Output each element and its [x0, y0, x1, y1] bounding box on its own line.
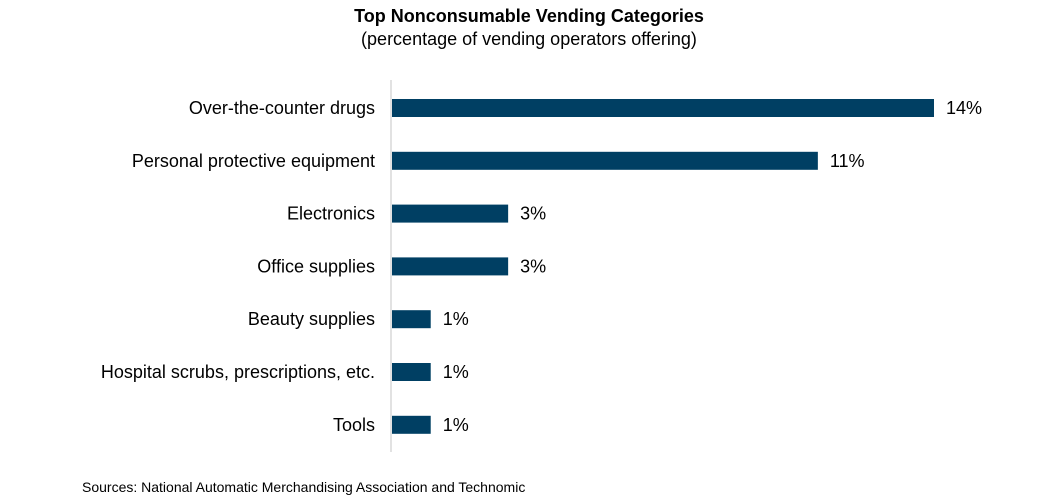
category-label: Personal protective equipment: [132, 151, 375, 171]
data-label: 1%: [443, 415, 469, 435]
bar: [392, 310, 431, 329]
data-label: 11%: [830, 151, 865, 171]
category-label: Hospital scrubs, prescriptions, etc.: [101, 362, 375, 382]
data-label: 14%: [946, 98, 982, 118]
data-label: 1%: [443, 362, 469, 382]
source-note: Sources: National Automatic Merchandisin…: [82, 479, 526, 495]
bar: [392, 257, 509, 276]
category-label: Office supplies: [257, 256, 375, 276]
data-label: 3%: [520, 204, 546, 224]
category-label: Beauty supplies: [248, 309, 375, 329]
bar: [392, 204, 509, 223]
bar: [392, 151, 818, 170]
bar: [392, 415, 431, 434]
bar: [392, 99, 934, 117]
data-label: 3%: [520, 256, 546, 276]
data-label: 1%: [443, 309, 469, 329]
category-label: Over-the-counter drugs: [189, 98, 375, 118]
chart-title: Top Nonconsumable Vending Categories: [354, 6, 704, 26]
bar: [392, 363, 431, 381]
chart-subtitle: (percentage of vending operators offerin…: [361, 29, 697, 49]
category-label: Tools: [333, 415, 375, 435]
category-label: Electronics: [287, 204, 375, 224]
